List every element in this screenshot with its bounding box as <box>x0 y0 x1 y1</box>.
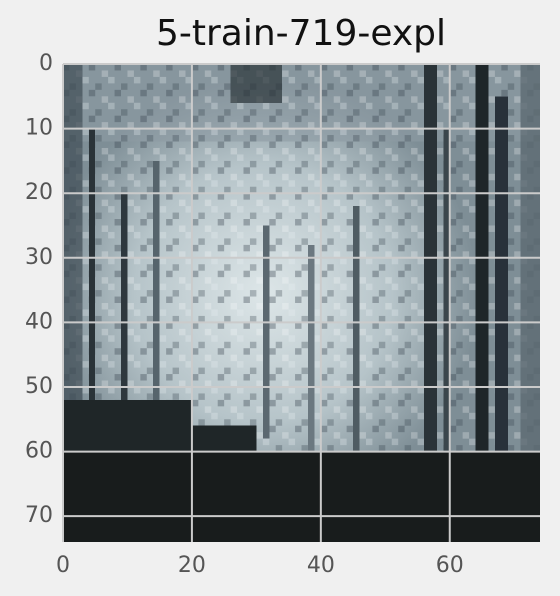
tick-labels: 0 20 40 60 0 10 20 30 40 50 60 70 <box>25 51 464 578</box>
y-tick-label: 40 <box>25 309 53 334</box>
y-tick-label: 50 <box>25 374 53 399</box>
y-tick-label: 30 <box>25 245 53 270</box>
y-tick-label: 60 <box>25 439 53 464</box>
image <box>63 64 540 542</box>
y-tick-label: 20 <box>25 180 53 205</box>
grid <box>62 63 540 542</box>
x-tick-label: 0 <box>56 553 70 578</box>
y-tick-label: 70 <box>25 503 53 528</box>
y-tick-label: 10 <box>25 116 53 141</box>
x-tick-label: 60 <box>436 553 464 578</box>
y-tick-label: 0 <box>39 51 53 76</box>
x-tick-label: 20 <box>178 553 206 578</box>
x-tick-label: 40 <box>307 553 335 578</box>
chart-title: 5-train-719-expl <box>156 13 446 54</box>
